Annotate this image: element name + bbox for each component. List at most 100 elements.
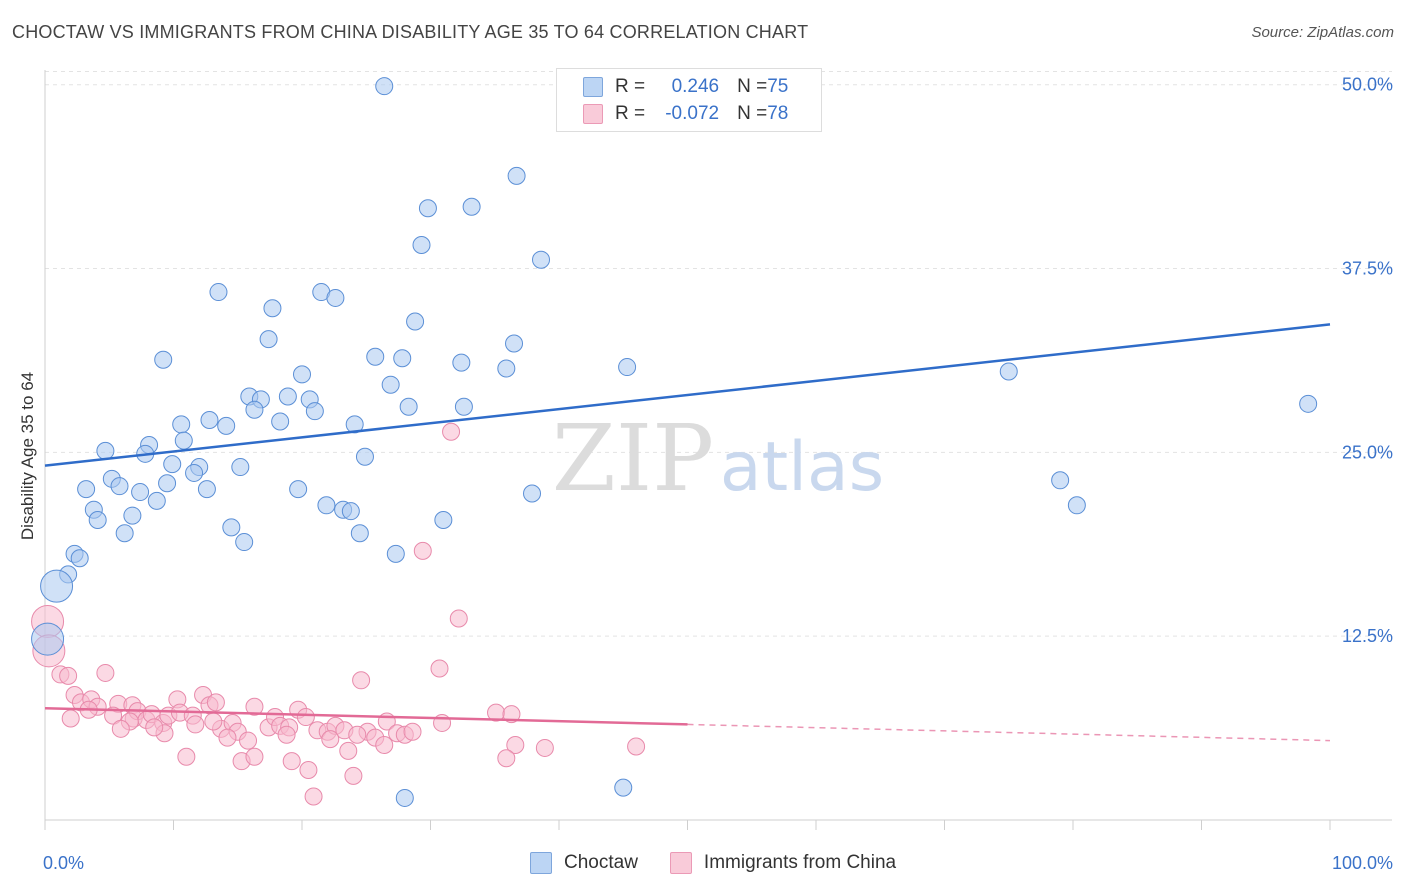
choctaw-point [532,250,551,269]
watermark: ZIP atlas [552,405,884,512]
china-point [339,741,358,760]
choctaw-point [375,77,394,96]
legend-item-choctaw: Choctaw [530,852,638,874]
choctaw-point [345,415,364,434]
n-value: 78 [767,103,789,124]
choctaw-point [158,474,177,493]
china-point [96,663,115,682]
choctaw-point [235,533,254,552]
choctaw-point [454,397,473,416]
choctaw-point [163,455,182,474]
choctaw-point [618,358,637,377]
choctaw-point [418,199,437,218]
choctaw-point [355,447,374,466]
x-tick-label-max: 100.0% [1332,853,1393,873]
choctaw-point [1051,471,1070,490]
series-choctaw-points [31,77,1318,807]
choctaw-point [326,288,345,307]
choctaw-swatch [583,77,603,97]
china-point [321,730,340,749]
choctaw-point [217,416,236,435]
choctaw-point [172,415,191,434]
choctaw-point [1067,496,1086,515]
legend-row-choctaw: R = 0.246 N = 75 [583,75,788,99]
choctaw-point [154,350,173,369]
r-label: R = [615,76,646,97]
y-tick-label: 37.5% [1342,259,1393,279]
china-point [449,609,468,628]
choctaw-point [263,299,282,318]
choctaw-point [1299,394,1318,413]
china-point [299,761,318,779]
choctaw-point [395,788,414,807]
watermark-zip: ZIP [552,405,714,512]
legend-label: Immigrants from China [703,852,897,873]
choctaw-point [406,312,425,331]
x-tick-label-min: 0.0% [43,853,84,873]
choctaw-point [505,334,524,353]
choctaw-trend-line [44,323,1331,467]
choctaw-point [88,511,107,529]
choctaw-point [174,431,193,450]
china-point [61,709,80,728]
choctaw-point [999,362,1018,381]
choctaw-point [222,518,241,537]
chart-title: CHOCTAW VS IMMIGRANTS FROM CHINA DISABIL… [12,22,809,42]
china-point [442,422,461,441]
choctaw-point [381,375,400,394]
y-tick-label: 25.0% [1342,442,1393,462]
choctaw-point [96,441,115,460]
choctaw-point [293,365,311,384]
china-point [104,706,123,725]
china-swatch [669,852,692,874]
legend-item-china: Immigrants from China [669,852,897,874]
choctaw-point [452,353,471,372]
choctaw-point [523,484,542,503]
choctaw-point [185,463,204,482]
series-legend: Choctaw Immigrants from China [530,852,928,874]
y-tick-label: 12.5% [1342,626,1393,646]
china-point [348,725,367,744]
choctaw-point [393,349,412,368]
china-point [344,766,363,785]
china-point [352,671,371,690]
choctaw-point [412,236,431,254]
choctaw-point [278,387,297,406]
choctaw-point [231,458,250,477]
china-point [282,752,301,771]
n-label: N = [737,103,768,124]
choctaw-point [259,330,278,349]
choctaw-point [271,412,290,431]
china-point [535,738,554,757]
choctaw-point [317,496,336,515]
choctaw-point [131,483,150,502]
china-point [177,747,196,766]
choctaw-point [366,347,385,366]
watermark-atlas: atlas [720,428,884,507]
china-point [430,659,449,678]
correlation-legend: R = 0.246 N = 75 R = -0.072 N = 78 [556,68,822,132]
china-point [186,715,205,734]
china-point [627,737,646,756]
choctaw-point [614,778,633,797]
china-point [206,693,225,712]
choctaw-point [399,397,418,416]
china-point [59,666,78,685]
y-tick-label: 50.0% [1342,75,1393,95]
choctaw-point [209,283,228,302]
r-value: 0.246 [671,76,720,97]
choctaw-point [115,524,134,543]
tick-labels: 12.5% 25.0% 37.5% 50.0% 0.0% 100.0% [43,75,1393,873]
china-point [245,747,264,766]
choctaw-point [70,549,89,568]
choctaw-point [497,359,516,378]
choctaw-point [434,511,453,529]
china-point [218,728,237,747]
n-value: 75 [767,76,789,97]
choctaw-point [386,544,405,563]
choctaw-point [40,569,74,603]
choctaw-point [110,477,129,496]
choctaw-point [197,480,216,499]
choctaw-point [507,166,526,185]
